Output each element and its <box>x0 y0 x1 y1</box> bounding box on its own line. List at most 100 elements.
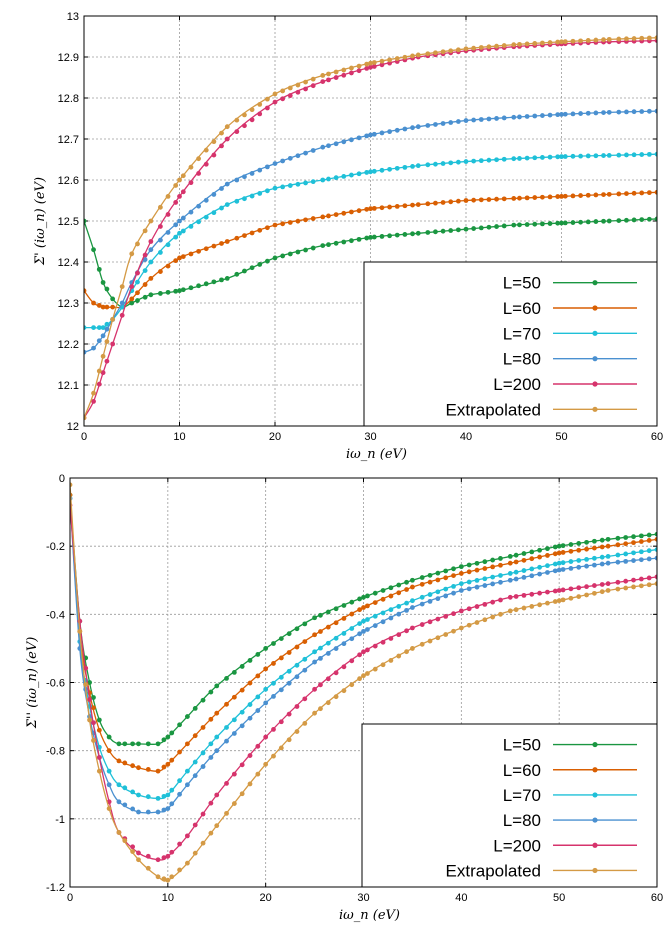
data-point <box>365 647 370 653</box>
legend-swatch-marker <box>592 406 598 412</box>
data-point <box>278 719 284 725</box>
data-point <box>368 169 373 175</box>
data-point <box>388 607 394 613</box>
data-point <box>540 155 545 160</box>
x-tick-label: 50 <box>553 892 565 904</box>
data-point <box>84 415 87 421</box>
data-point <box>341 210 347 216</box>
data-point <box>200 764 206 769</box>
data-point <box>302 696 308 702</box>
data-point <box>490 599 496 605</box>
data-point <box>91 738 96 743</box>
data-point <box>122 785 128 791</box>
data-point <box>402 126 408 132</box>
y-tick-label: -0.4 <box>46 609 65 621</box>
data-point <box>415 124 421 130</box>
x-tick-label: 30 <box>364 431 376 443</box>
data-point <box>368 64 373 70</box>
data-point <box>214 748 220 754</box>
data-point <box>576 558 582 563</box>
data-point <box>318 629 323 634</box>
data-point <box>556 598 562 604</box>
data-point <box>219 241 224 246</box>
data-point <box>639 190 645 196</box>
data-point <box>615 535 621 541</box>
data-point <box>249 107 255 113</box>
data-point <box>295 82 301 88</box>
data-point <box>165 263 171 269</box>
data-point <box>263 686 269 692</box>
data-point <box>96 368 102 374</box>
legend-item: L=70 <box>503 324 637 343</box>
data-point <box>435 570 441 576</box>
data-point <box>224 202 230 208</box>
data-point <box>555 112 561 118</box>
data-point <box>560 587 566 593</box>
data-point <box>211 152 217 158</box>
data-point <box>224 676 229 681</box>
legend-label: L=50 <box>503 736 541 755</box>
data-point <box>287 155 293 161</box>
data-point <box>599 537 605 543</box>
data-point <box>119 300 125 306</box>
data-point <box>624 152 629 158</box>
data-point <box>639 152 645 157</box>
data-point <box>365 627 370 632</box>
data-point <box>654 531 657 537</box>
data-point <box>601 218 606 224</box>
data-point <box>556 560 562 566</box>
data-point <box>106 806 112 812</box>
data-point <box>302 656 308 662</box>
data-point <box>249 171 255 176</box>
data-point <box>325 624 331 630</box>
data-point <box>357 631 362 637</box>
series-l-50 <box>84 216 657 310</box>
data-point <box>560 597 566 603</box>
x-tick-label: 30 <box>357 892 369 904</box>
data-point <box>540 40 545 46</box>
data-point <box>161 876 167 882</box>
data-point <box>169 757 175 763</box>
data-point <box>214 683 220 689</box>
data-point <box>584 539 589 545</box>
data-point <box>365 603 370 609</box>
data-point <box>570 38 576 44</box>
data-point <box>443 613 449 619</box>
legend-item: L=200 <box>493 375 637 394</box>
data-point <box>303 79 308 85</box>
data-point <box>410 163 415 169</box>
data-point <box>443 568 449 574</box>
data-point <box>606 153 612 158</box>
data-point <box>451 583 456 589</box>
data-point <box>272 255 278 261</box>
data-point <box>357 621 362 627</box>
data-point <box>646 556 652 562</box>
data-point <box>396 590 402 596</box>
data-point <box>646 35 652 41</box>
data-point <box>440 121 446 126</box>
data-point <box>379 205 385 211</box>
data-point <box>379 62 385 68</box>
data-point <box>272 91 278 97</box>
data-point <box>410 584 415 590</box>
data-point <box>570 153 576 159</box>
data-point <box>356 208 362 214</box>
data-point <box>271 726 276 732</box>
data-point <box>87 717 92 723</box>
data-point <box>556 588 562 593</box>
data-point <box>419 581 425 587</box>
legend-swatch-marker <box>592 356 598 362</box>
data-point <box>494 43 499 49</box>
data-point <box>591 583 597 588</box>
data-point <box>278 687 284 693</box>
data-point <box>91 300 96 306</box>
data-point <box>173 258 179 264</box>
data-point <box>219 130 224 136</box>
data-point <box>559 220 564 226</box>
legend-item: L=200 <box>493 836 637 855</box>
data-point <box>482 576 488 582</box>
data-point <box>372 613 378 619</box>
data-point <box>341 603 347 608</box>
data-point <box>122 838 128 844</box>
data-point <box>333 606 339 612</box>
